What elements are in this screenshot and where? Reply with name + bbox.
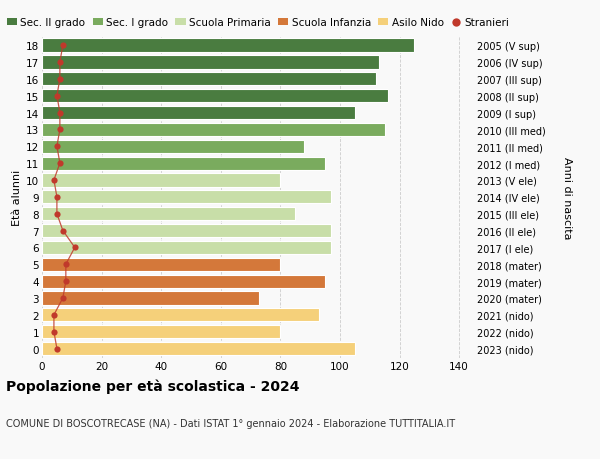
Point [55, 59, 65, 67]
Point [55, 110, 65, 117]
Point [52, 194, 62, 201]
Bar [42, 157, 325, 170]
Point [52, 143, 62, 151]
Bar [42, 140, 304, 153]
Legend: Sec. II grado, Sec. I grado, Scuola Primaria, Scuola Infanzia, Asilo Nido, Stran: Sec. II grado, Sec. I grado, Scuola Prim… [7, 18, 509, 28]
Point [55, 126, 65, 134]
Bar [42, 224, 331, 238]
Bar [42, 174, 280, 187]
Bar [42, 275, 325, 288]
Point [49, 312, 59, 319]
Point [52, 211, 62, 218]
Bar [42, 123, 385, 137]
Bar [42, 191, 331, 204]
Point [52, 93, 62, 100]
Point [52, 345, 62, 353]
Bar [42, 308, 319, 322]
Bar [42, 342, 355, 355]
Text: COMUNE DI BOSCOTRECASE (NA) - Dati ISTAT 1° gennaio 2024 - Elaborazione TUTTITAL: COMUNE DI BOSCOTRECASE (NA) - Dati ISTAT… [6, 418, 455, 428]
Point [49, 177, 59, 184]
Bar [42, 258, 280, 271]
Bar [42, 325, 280, 338]
Y-axis label: Età alunni: Età alunni [12, 169, 22, 225]
Bar [42, 207, 295, 221]
Bar [42, 39, 415, 52]
Bar [42, 56, 379, 69]
Bar [42, 73, 376, 86]
Point [55, 76, 65, 83]
Point [61, 278, 71, 285]
Point [49, 328, 59, 336]
Bar [42, 106, 355, 120]
Point [58, 295, 68, 302]
Text: Popolazione per età scolastica - 2024: Popolazione per età scolastica - 2024 [6, 379, 299, 393]
Bar [42, 90, 388, 103]
Point [61, 261, 71, 269]
Bar [42, 292, 259, 305]
Y-axis label: Anni di nascita: Anni di nascita [562, 156, 572, 239]
Point [55, 160, 65, 168]
Bar [42, 241, 331, 254]
Point [70, 244, 80, 252]
Point [58, 42, 68, 50]
Point [58, 227, 68, 235]
